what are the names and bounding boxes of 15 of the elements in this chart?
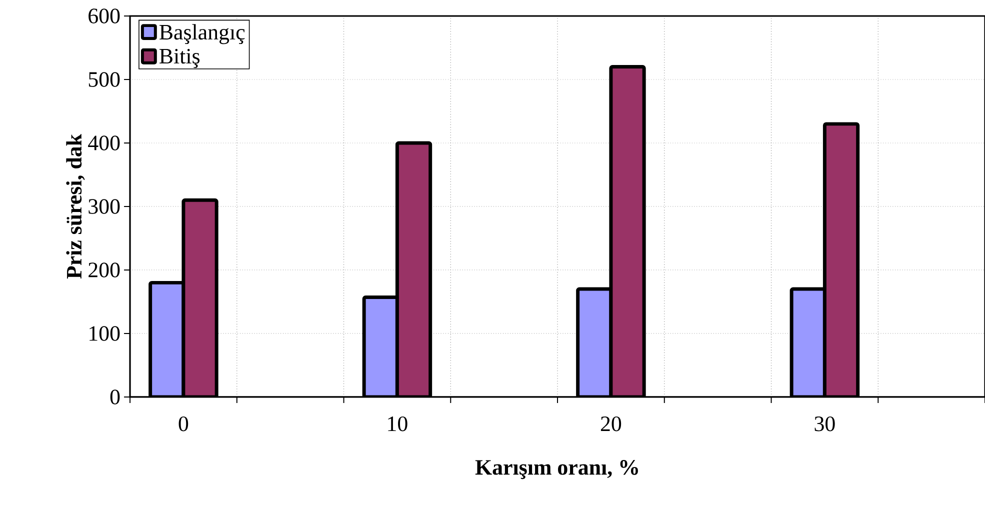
- x-tick-label: 20: [600, 416, 622, 432]
- legend-label: Bitiş: [160, 48, 200, 68]
- y-tick-label: 300: [88, 199, 120, 214]
- legend-label: Başlangıç: [160, 24, 245, 44]
- x-tick-label: 30: [814, 416, 835, 432]
- y-tick-label: 600: [88, 8, 120, 24]
- x-tick-label: 10: [388, 416, 408, 432]
- y-tick-label: 500: [88, 72, 120, 87]
- y-tick-label: 100: [90, 326, 120, 341]
- x-tick-label: 0: [178, 416, 188, 432]
- x-axis-title: Karışım oranı, %: [475, 460, 638, 480]
- y-tick-label: 400: [88, 136, 120, 150]
- y-tick-label: 200: [88, 262, 120, 278]
- y-tick-label: 0: [110, 390, 120, 404]
- y-axis-title: Priz süresi, dak: [66, 134, 85, 279]
